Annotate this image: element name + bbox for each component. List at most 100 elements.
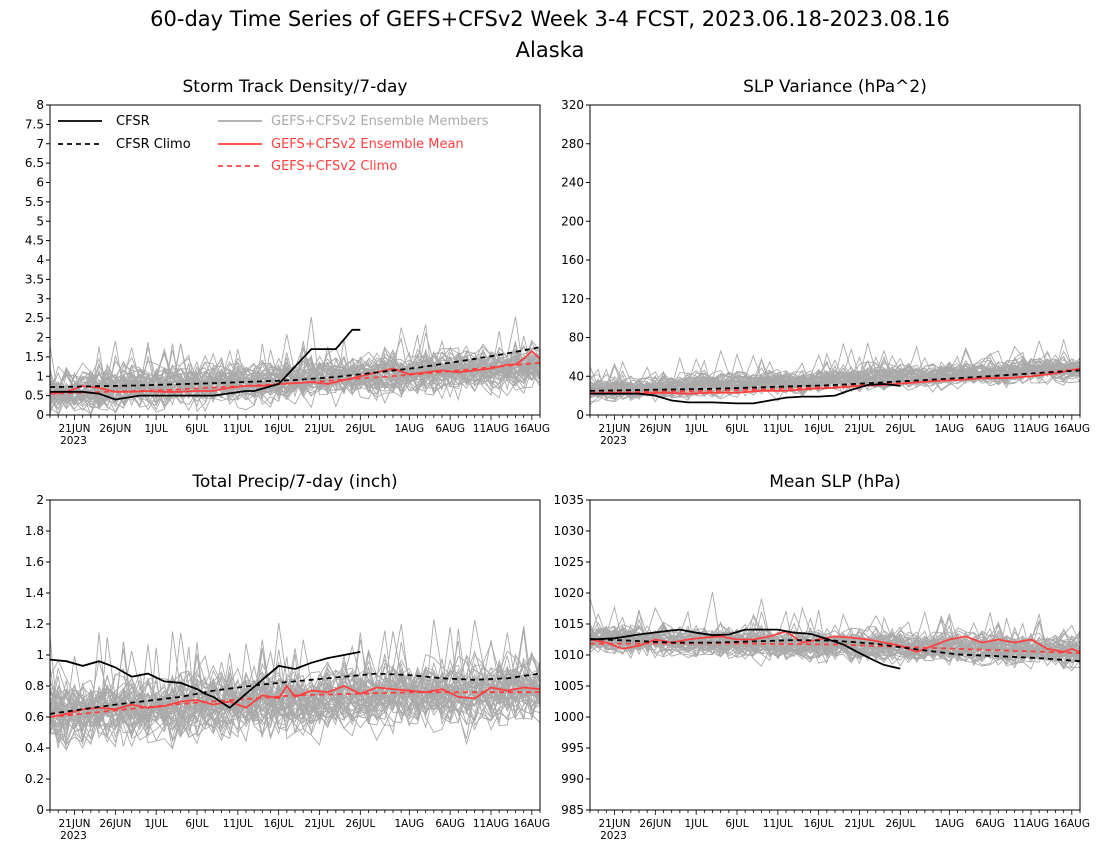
y-tick-label: 80 — [569, 331, 584, 345]
y-tick-label: 990 — [561, 772, 584, 786]
ensemble-member-line — [590, 612, 1080, 660]
legend-label-cfsr-climo: CFSR Climo — [116, 137, 191, 152]
x-tick-label: 11AUG — [1013, 818, 1049, 830]
y-tick-label: 4 — [36, 253, 44, 267]
y-tick-label: 985 — [561, 803, 584, 817]
ensemble-member-line — [590, 625, 1080, 664]
x-tick-label: 1AUG — [934, 423, 964, 435]
x-tick-label: 6JUL — [725, 818, 748, 830]
x-tick-label: 26JUL — [345, 423, 375, 435]
y-tick-label: 2.5 — [25, 311, 44, 325]
x-tick-label: 11AUG — [473, 818, 509, 830]
x-tick-label: 21JUN — [599, 818, 631, 830]
x-tick-label: 16JUL — [264, 818, 294, 830]
x-tick-label: 16AUG — [514, 818, 550, 830]
ensemble-member-line — [50, 648, 540, 748]
x-tick-label: 21JUL — [845, 423, 875, 435]
x-tick-label: 11AUG — [473, 423, 509, 435]
ensemble-member-line — [590, 345, 1080, 400]
legend-label-mean: GEFS+CFSv2 Ensemble Mean — [271, 137, 464, 152]
x-tick-label: 26JUN — [99, 818, 131, 830]
y-tick-label: 1025 — [553, 555, 584, 569]
y-tick-label: 240 — [561, 176, 584, 190]
y-tick-label: 1015 — [553, 617, 584, 631]
x-tick-label: 26JUN — [99, 423, 131, 435]
chart-data-layer — [590, 338, 1080, 405]
series-cfsr — [590, 628, 901, 670]
chart-title: Mean SLP (hPa) — [769, 472, 901, 492]
x-tick-label: 1AUG — [934, 818, 964, 830]
series-cfsr — [50, 651, 361, 709]
x-tick-label: 11JUL — [763, 423, 793, 435]
ensemble-member-line — [50, 324, 540, 400]
ensemble-member-line — [590, 610, 1080, 664]
x-tick-label: 6AUG — [435, 818, 465, 830]
ensemble-member-line — [50, 334, 540, 413]
y-tick-label: 1010 — [553, 648, 584, 662]
x-tick-label: 6JUL — [185, 818, 208, 830]
series-cfsr-climo — [50, 346, 540, 388]
chart-data-layer — [50, 619, 540, 751]
ensemble-member-line — [50, 346, 540, 404]
y-tick-label: 1.5 — [25, 350, 44, 364]
series-cfsr-climo — [590, 369, 1080, 392]
y-tick-label: 320 — [561, 98, 584, 112]
series-gefs-cfsv2-ensemble-mean — [50, 684, 540, 718]
y-tick-label: 1.8 — [25, 524, 44, 538]
chart-slpvar: SLP Variance (hPa^2) 0 40 80 120 160 200 240 280… — [561, 77, 1090, 447]
x-tick-label: 11JUL — [223, 423, 253, 435]
ensemble-member-line — [50, 349, 540, 411]
x-tick-label: 16AUG — [1054, 818, 1090, 830]
x-tick-label: 6AUG — [975, 423, 1005, 435]
y-tick-label: 3.5 — [25, 272, 44, 286]
x-tick-label: 16JUL — [804, 423, 834, 435]
y-tick-label: 1.2 — [25, 617, 44, 631]
y-tick-label: 0.8 — [25, 679, 44, 693]
y-tick-label: 1000 — [553, 710, 584, 724]
x-tick-label: 26JUL — [885, 423, 915, 435]
y-tick-label: 5.5 — [25, 195, 44, 209]
x-tick-label: 1JUL — [685, 423, 708, 435]
y-tick-label: 0.2 — [25, 772, 44, 786]
chart-data-layer — [50, 316, 540, 415]
y-tick-label: 2 — [36, 493, 44, 507]
y-tick-label: 1005 — [553, 679, 584, 693]
legend: CFSR CFSR Climo GEFS+CFSv2 Ensemble Member… — [58, 114, 489, 174]
x-year-label: 2023 — [60, 435, 87, 447]
y-tick-label: 4.5 — [25, 234, 44, 248]
x-tick-label: 1AUG — [394, 423, 424, 435]
x-tick-label: 16AUG — [1054, 423, 1090, 435]
y-tick-label: 40 — [569, 369, 584, 383]
x-tick-label: 6AUG — [975, 818, 1005, 830]
y-tick-label: 8 — [36, 98, 44, 112]
series-gefs-cfsv2-climo — [50, 691, 540, 718]
ensemble-member-line — [50, 668, 540, 751]
x-tick-label: 1JUL — [145, 423, 168, 435]
ensemble-member-line — [50, 351, 540, 412]
chart-title: Storm Track Density/7-day — [183, 77, 408, 97]
y-tick-label: 6 — [36, 176, 44, 190]
x-tick-label: 1AUG — [394, 818, 424, 830]
ensemble-member-line — [50, 348, 540, 408]
y-tick-label: 280 — [561, 137, 584, 151]
y-tick-label: 1035 — [553, 493, 584, 507]
y-tick-label: 995 — [561, 741, 584, 755]
x-tick-label: 21JUL — [305, 423, 335, 435]
series-gefs-cfsv2-ensemble-mean — [590, 367, 1080, 395]
x-year-label: 2023 — [60, 830, 87, 842]
y-tick-label: 1 — [36, 648, 44, 662]
ensemble-member-line — [590, 341, 1080, 403]
y-tick-label: 7 — [36, 137, 44, 151]
y-tick-label: 3 — [36, 292, 44, 306]
chart-mslp: Mean SLP (hPa) 985 990 995 1000 1005 1010 1015 1… — [553, 472, 1090, 842]
x-tick-label: 21JUN — [599, 423, 631, 435]
x-tick-label: 21JUN — [59, 818, 91, 830]
x-tick-label: 26JUN — [639, 423, 671, 435]
y-tick-label: 1030 — [553, 524, 584, 538]
figure-subtitle: Alaska — [516, 38, 585, 62]
series-gefs-cfsv2-ensemble-mean — [50, 349, 540, 395]
y-tick-label: 1.4 — [25, 586, 44, 600]
chart-title: SLP Variance (hPa^2) — [743, 77, 927, 97]
y-tick-label: 7.5 — [25, 117, 44, 131]
